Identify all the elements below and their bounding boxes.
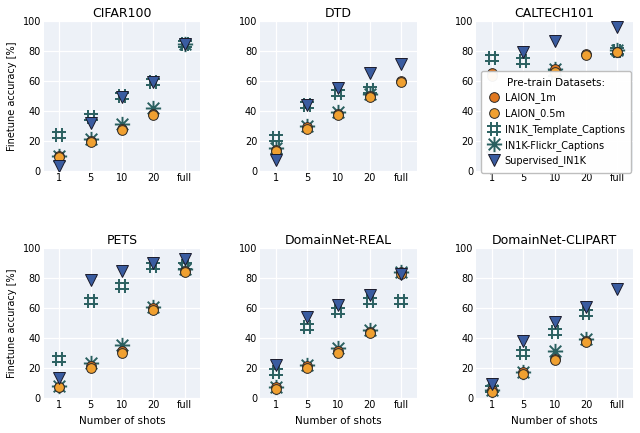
X-axis label: Number of shots: Number of shots [79, 416, 165, 426]
X-axis label: Number of shots: Number of shots [295, 416, 381, 426]
Title: CALTECH101: CALTECH101 [515, 7, 595, 20]
Y-axis label: Finetune accuracy [%]: Finetune accuracy [%] [7, 41, 17, 151]
Title: PETS: PETS [106, 234, 138, 247]
Title: DomainNet-CLIPART: DomainNet-CLIPART [492, 234, 618, 247]
Title: CIFAR100: CIFAR100 [92, 7, 152, 20]
Title: DomainNet-REAL: DomainNet-REAL [285, 234, 392, 247]
Y-axis label: Finetune accuracy [%]: Finetune accuracy [%] [7, 268, 17, 378]
Title: DTD: DTD [325, 7, 352, 20]
Legend: LAION_1m, LAION_0.5m, IN1K_Template_Captions, IN1K-Flickr_Captions, Supervised_I: LAION_1m, LAION_0.5m, IN1K_Template_Capt… [481, 71, 631, 173]
X-axis label: Number of shots: Number of shots [511, 416, 598, 426]
